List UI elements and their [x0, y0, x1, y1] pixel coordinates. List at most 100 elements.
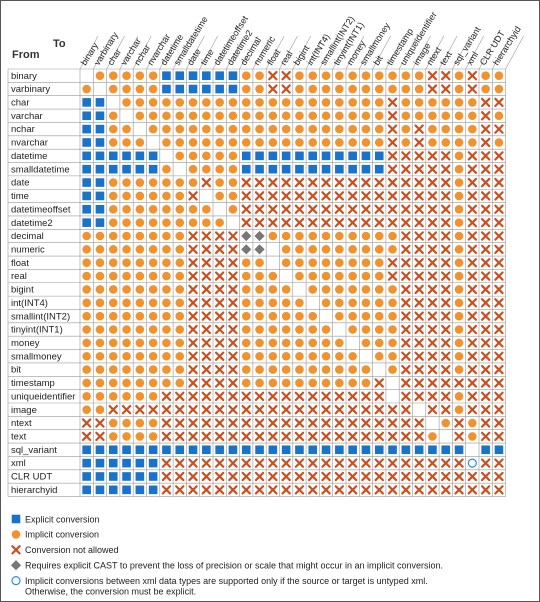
implicit-conversion-mark	[348, 285, 357, 294]
implicit-conversion-mark	[215, 111, 224, 121]
not-allowed-mark	[281, 485, 291, 495]
implicit-conversion-mark	[202, 124, 211, 134]
implicit-conversion-mark	[188, 204, 198, 214]
implicit-conversion-mark	[281, 365, 291, 374]
implicit-conversion-mark	[428, 432, 437, 441]
explicit-conversion-mark	[308, 164, 318, 174]
implicit-conversion-mark	[241, 271, 251, 281]
implicit-conversion-mark	[255, 98, 264, 107]
not-allowed-mark	[427, 404, 438, 415]
implicit-conversion-mark	[255, 378, 264, 388]
implicit-conversion-mark	[454, 245, 464, 254]
not-allowed-mark	[427, 471, 438, 482]
not-allowed-mark	[188, 244, 198, 255]
not-allowed-mark	[401, 258, 411, 268]
not-allowed-mark	[387, 258, 398, 268]
not-allowed-mark	[347, 204, 358, 214]
not-allowed-mark	[441, 231, 451, 241]
not-allowed-mark	[441, 324, 451, 335]
implicit-conversion-mark	[335, 311, 344, 321]
implicit-conversion-mark	[122, 365, 131, 374]
not-allowed-mark	[241, 404, 251, 415]
not-allowed-mark	[81, 431, 92, 442]
not-allowed-mark	[214, 431, 225, 442]
implicit-conversion-mark	[215, 124, 224, 134]
implicit-conversion-mark	[335, 258, 344, 268]
not-allowed-mark	[334, 471, 345, 482]
not-allowed-mark	[441, 164, 451, 174]
implicit-conversion-mark	[122, 432, 131, 441]
implicit-conversion-mark	[148, 111, 158, 121]
implicit-conversion-mark	[255, 298, 264, 308]
implicit-conversion-mark	[135, 98, 145, 107]
implicit-conversion-mark	[268, 111, 278, 121]
not-allowed-mark	[201, 244, 212, 255]
not-allowed-mark	[254, 418, 265, 428]
not-allowed-mark	[188, 338, 198, 348]
row-label: smallmoney	[11, 351, 62, 362]
implicit-conversion-mark	[255, 124, 264, 134]
not-allowed-mark	[201, 258, 212, 268]
not-allowed-mark	[441, 458, 451, 468]
implicit-conversion-mark	[348, 245, 357, 254]
not-allowed-mark	[294, 431, 305, 442]
implicit-conversion-mark	[82, 245, 91, 254]
not-allowed-mark	[308, 431, 318, 442]
not-allowed-mark	[454, 378, 464, 388]
implicit-conversion-mark	[268, 271, 278, 281]
implicit-conversion-mark	[148, 245, 158, 254]
explicit-conversion-mark	[82, 472, 91, 481]
explicit-conversion-mark	[281, 164, 291, 174]
not-allowed-mark	[427, 298, 438, 308]
implicit-conversion-mark	[335, 285, 344, 294]
not-allowed-mark	[387, 404, 398, 415]
implicit-conversion-mark	[122, 298, 131, 308]
not-allowed-mark	[361, 204, 371, 214]
implicit-conversion-mark	[361, 231, 371, 241]
implicit-conversion-mark	[321, 365, 331, 374]
explicit-conversion-mark	[122, 485, 131, 495]
implicit-conversion-mark	[321, 231, 331, 241]
not-allowed-mark	[467, 471, 478, 482]
implicit-conversion-mark	[241, 84, 251, 94]
not-allowed-mark	[387, 458, 398, 468]
not-allowed-mark	[361, 418, 371, 428]
row-label: smallint(INT2)	[11, 311, 70, 322]
not-allowed-mark	[321, 471, 331, 482]
implicit-conversion-mark	[335, 71, 344, 80]
not-allowed-mark	[188, 378, 198, 388]
implicit-conversion-mark	[388, 338, 397, 348]
not-allowed-mark	[441, 84, 451, 94]
explicit-conversion-mark	[308, 445, 318, 455]
not-allowed-mark	[401, 284, 411, 295]
not-allowed-mark	[494, 284, 504, 295]
implicit-conversion-mark	[255, 365, 264, 374]
explicit-conversion-mark	[148, 445, 158, 455]
implicit-conversion-mark	[188, 98, 198, 107]
not-allowed-mark	[201, 404, 212, 415]
not-allowed-mark	[361, 177, 371, 188]
implicit-conversion-mark	[361, 98, 371, 107]
implicit-conversion-mark	[494, 71, 504, 80]
implicit-conversion-mark	[95, 392, 105, 401]
implicit-conversion-mark	[162, 351, 171, 361]
implicit-conversion-mark	[388, 84, 397, 94]
implicit-conversion-mark	[295, 231, 304, 241]
row-label: time	[11, 191, 29, 202]
not-allowed-mark	[308, 217, 318, 228]
not-allowed-mark	[387, 164, 398, 174]
implicit-conversion-mark	[401, 138, 411, 147]
not-allowed-mark	[281, 84, 291, 94]
cast-required-mark	[254, 244, 265, 255]
implicit-conversion-mark	[454, 138, 464, 147]
implicit-conversion-mark	[228, 191, 238, 201]
not-allowed-mark	[201, 311, 212, 321]
implicit-conversion-mark	[374, 124, 384, 134]
implicit-conversion-mark	[361, 285, 371, 294]
implicit-conversion-mark	[162, 298, 171, 308]
explicit-conversion-mark	[188, 445, 198, 455]
implicit-conversion-mark	[468, 432, 477, 441]
explicit-conversion-mark	[175, 71, 185, 80]
not-allowed-mark	[294, 485, 305, 495]
not-allowed-mark	[467, 311, 478, 321]
